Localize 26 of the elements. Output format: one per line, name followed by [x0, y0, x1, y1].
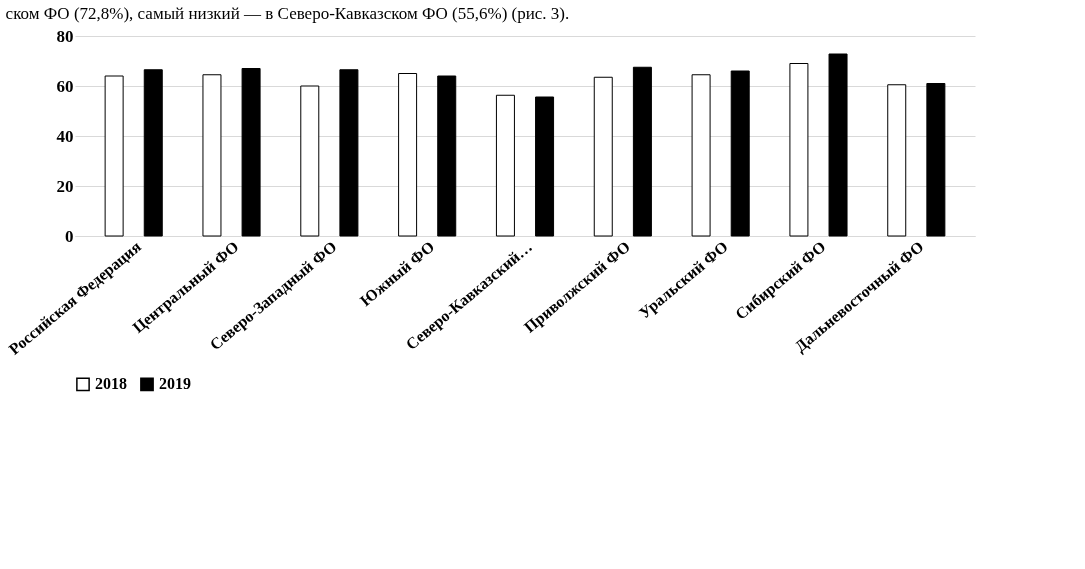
legend-label: 2018 — [95, 375, 127, 393]
bar — [339, 69, 359, 237]
bar — [535, 96, 555, 237]
legend-label: 2019 — [159, 375, 191, 393]
bar — [828, 53, 848, 237]
bar — [887, 84, 907, 237]
y-tick-label: 80 — [56, 26, 74, 46]
y-tick-label: 0 — [65, 226, 74, 246]
bar — [398, 73, 418, 237]
bar — [202, 74, 222, 237]
y-tick-label: 40 — [56, 126, 74, 146]
y-tick-label: 60 — [56, 76, 74, 96]
bar — [300, 85, 320, 237]
bar — [495, 94, 515, 237]
bar — [104, 75, 124, 237]
bar — [730, 70, 750, 237]
bar — [926, 83, 946, 237]
bar — [143, 69, 163, 237]
bar — [437, 75, 457, 237]
bar — [691, 74, 711, 237]
bar — [241, 68, 261, 237]
bar — [789, 63, 809, 237]
bar — [632, 66, 652, 237]
text: ском ФО (72,8%), самый низкий — в Северо-Кавказском ФО (55,6%) (рис. 3). — [5, 4, 570, 23]
y-tick-label: 20 — [56, 176, 74, 196]
bar — [593, 76, 613, 237]
